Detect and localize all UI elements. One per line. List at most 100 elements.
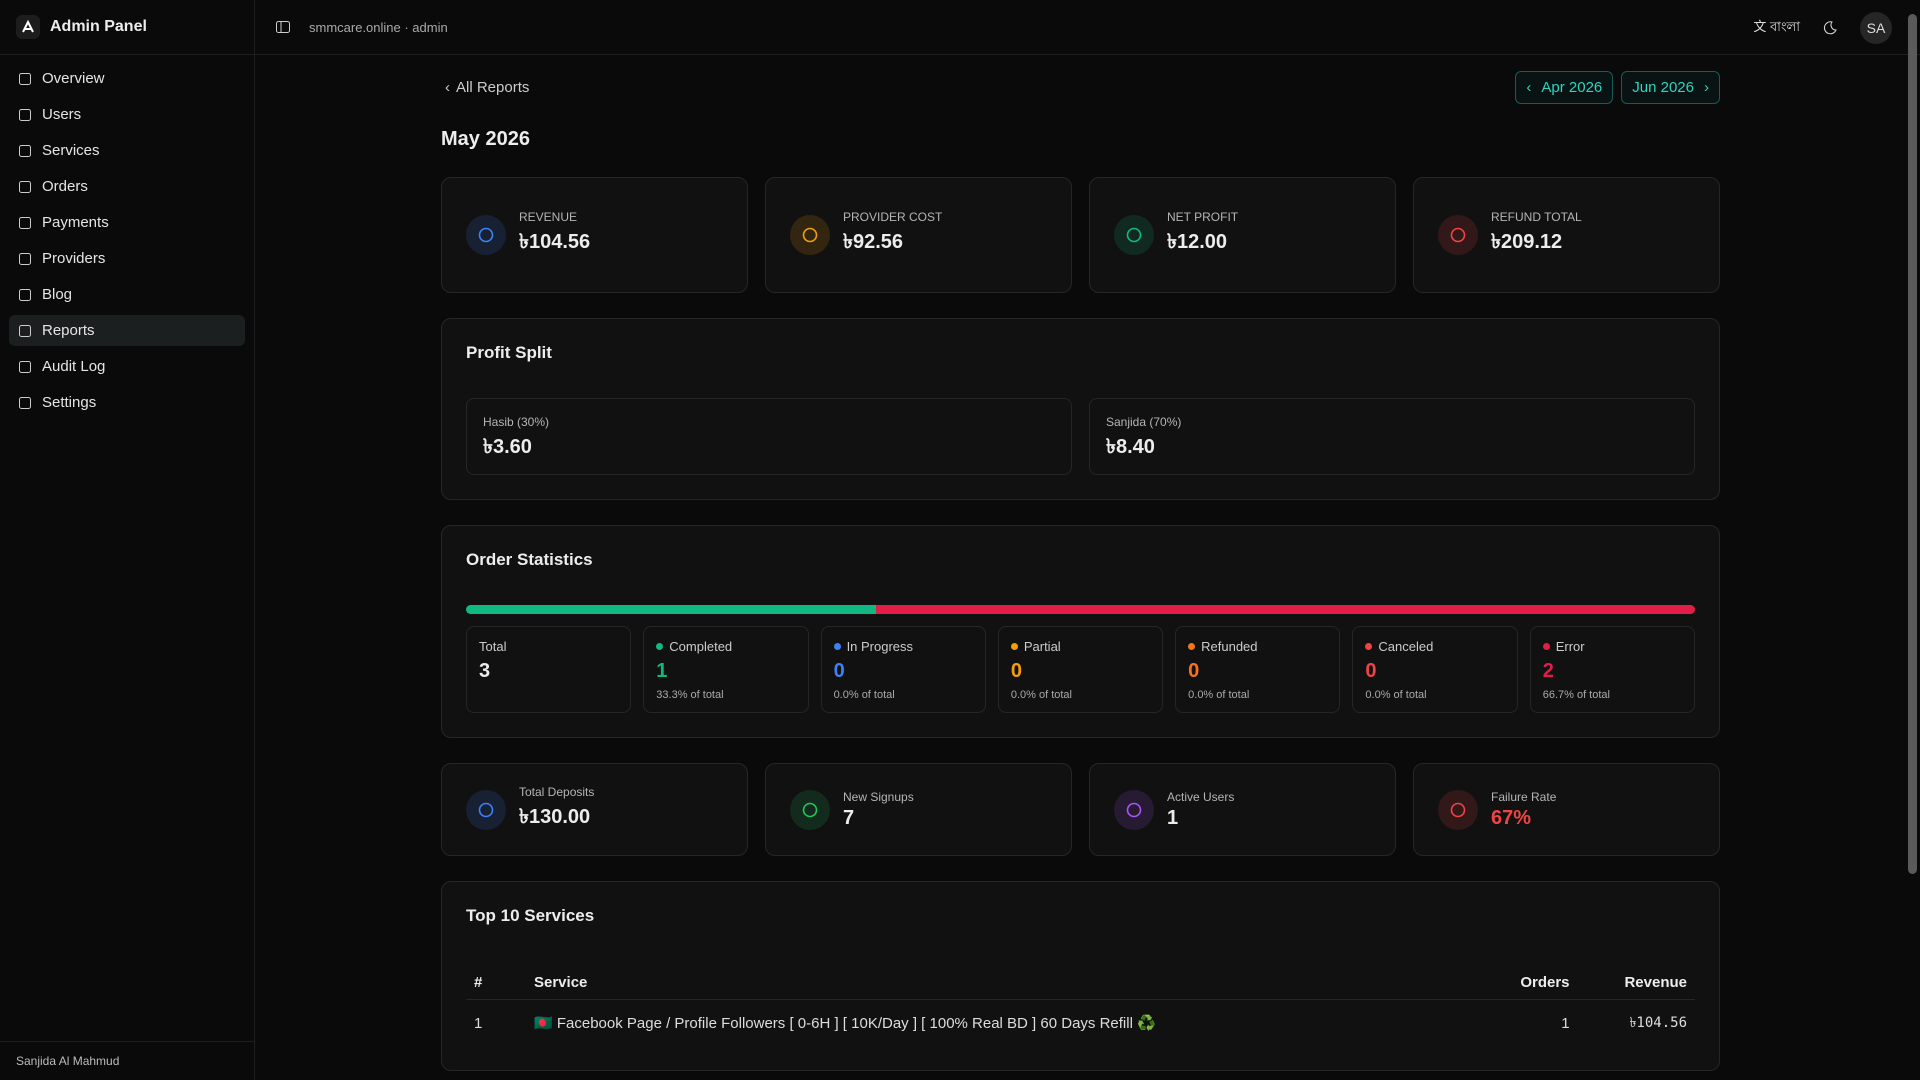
avatar[interactable]: SA (1860, 11, 1892, 44)
metric-grid: Total Deposits ৳130.00 New Signups 7 Active … (441, 763, 1720, 856)
nav-item[interactable]: Providers (9, 243, 245, 274)
nav-label: Reports (42, 322, 95, 339)
column-header: Orders (1480, 966, 1578, 1000)
kpi-card: PROVIDER COST ৳92.56 (765, 177, 1072, 293)
kpi-value: ৳104.56 (519, 231, 591, 253)
stat-card: Canceled 0 0.0% of total (1352, 626, 1518, 713)
status-dot (833, 643, 841, 650)
stat-label-row: In Progress (833, 639, 973, 654)
nav-item[interactable]: Services (9, 135, 245, 166)
kpi-card: Active Users 1 (1089, 763, 1396, 856)
stat-value: 0 (1010, 660, 1022, 682)
report-title: May 2026 (441, 128, 530, 150)
kpi-value: ৳12.00 (1167, 231, 1228, 253)
stat-share: 33.3% of total (656, 689, 724, 701)
sidebar-toggle[interactable] (275, 19, 291, 35)
stat-value: 0 (833, 660, 845, 682)
nav-icon (19, 144, 31, 157)
top-services: Top 10 Services # Service Orders Revenue 1 🇧🇩… (441, 881, 1720, 1071)
icon (1114, 789, 1154, 830)
kpi-value: 1 (1167, 806, 1179, 829)
service-row[interactable]: 1 🇧🇩 Facebook Page / Profile Followers [ … (466, 1000, 1695, 1047)
kpi-label: Failure Rate (1491, 789, 1557, 804)
stat-label-row: Partial (1010, 639, 1150, 654)
stat-label: Total (479, 639, 507, 654)
nav-item[interactable]: Payments (9, 207, 245, 238)
nav-icon (19, 396, 31, 409)
header-row: # Service Orders Revenue (466, 966, 1695, 1000)
status-dot (1188, 643, 1196, 650)
kpi-text: New Signups 7 (843, 790, 914, 830)
kpi-card: REVENUE ৳104.56 (441, 177, 748, 293)
brand[interactable]: Admin Panel (0, 0, 254, 55)
stat-label-row: Error (1542, 639, 1682, 654)
scrollbar[interactable] (1908, 14, 1917, 874)
nav-item[interactable]: Reports (9, 315, 245, 346)
stat-label-row: Canceled (1365, 639, 1504, 654)
stat-value: 0 (1188, 660, 1200, 682)
main: ‹ All Reports ‹ Apr 2026 Jun 2026 › May 2… (441, 71, 1720, 1071)
stat-label: Error (1555, 639, 1585, 654)
prev-month[interactable]: ‹ Apr 2026 (1515, 71, 1614, 104)
nav-item[interactable]: Users (9, 99, 245, 130)
status-dot (656, 643, 664, 650)
topbar-actions: 文 বাংলা SA (1753, 0, 1892, 55)
nav-label: Users (42, 106, 82, 123)
bar-segment (466, 605, 876, 614)
nav-item[interactable]: Settings (9, 387, 245, 418)
sidebar: Admin Panel Overview Users Services Orders P… (0, 0, 255, 1080)
nav-icon (19, 180, 31, 193)
icon-glyph (1450, 802, 1466, 817)
stat-share: 66.7% of total (1542, 689, 1610, 701)
next-month[interactable]: Jun 2026 › (1621, 71, 1720, 104)
table-head: # Service Orders Revenue (466, 966, 1695, 1000)
stat-value: 1 (656, 660, 668, 682)
kpi-label: REVENUE (519, 210, 578, 224)
section-title: Profit Split (466, 343, 552, 362)
split-card: Hasib (30%) ৳3.60 (466, 398, 1072, 475)
language-toggle[interactable]: 文 বাংলা (1753, 19, 1800, 34)
nav-label: Blog (42, 286, 73, 303)
nav-item[interactable]: Audit Log (9, 351, 245, 382)
stat-card: Completed 1 33.3% of total (643, 626, 809, 713)
nav-item[interactable]: Blog (9, 279, 245, 310)
bar-segment (875, 605, 1695, 614)
kpi-text: Total Deposits ৳130.00 (519, 785, 594, 835)
theme-toggle[interactable] (1822, 20, 1838, 36)
nav-icon (19, 288, 31, 301)
stat-card: In Progress 0 0.0% of total (820, 626, 986, 713)
back-link[interactable]: ‹ All Reports (445, 79, 530, 96)
nav-item[interactable]: Overview (9, 63, 245, 94)
order-statistics: Order Statistics Total 3 Completed 1 33.3% o… (441, 525, 1720, 738)
split-card: Sanjida (70%) ৳8.40 (1089, 398, 1695, 475)
kpi-text: PROVIDER COST ৳92.56 (843, 210, 942, 260)
nav-icon (19, 72, 31, 85)
user-name: Sanjida Al Mahmud (0, 1041, 254, 1080)
nav-icon (19, 216, 31, 229)
section-title: Order Statistics (466, 550, 593, 569)
kpi-label: REFUND TOTAL (1491, 210, 1582, 224)
nav-label: Providers (42, 250, 106, 267)
icon-glyph (478, 802, 494, 817)
stat-label: In Progress (846, 639, 914, 654)
nav-icon (19, 360, 31, 373)
language: বাংলা (1769, 19, 1800, 34)
kpi-value: 7 (843, 806, 855, 829)
stat-share: 0.0% of total (1010, 689, 1072, 701)
kpi-label: New Signups (843, 789, 914, 804)
brand-name: Admin Panel (50, 18, 147, 35)
stat-card: Error 2 66.7% of total (1529, 626, 1695, 713)
split-grid: Hasib (30%) ৳3.60 Sanjida (70%) ৳8.40 (466, 398, 1695, 475)
kpi-card: Total Deposits ৳130.00 (441, 763, 748, 856)
column-header: # (466, 966, 526, 1000)
status-grid: Total 3 Completed 1 33.3% of total In Progres… (466, 626, 1695, 713)
kpi-label: NET PROFIT (1167, 210, 1239, 224)
nav-icon (19, 108, 31, 121)
stat-label-row: Completed (656, 639, 795, 654)
nav-label: Services (42, 142, 100, 159)
nav-item[interactable]: Orders (9, 171, 245, 202)
icon-glyph (802, 802, 818, 817)
icon-glyph (1126, 802, 1142, 817)
logo (16, 15, 40, 39)
